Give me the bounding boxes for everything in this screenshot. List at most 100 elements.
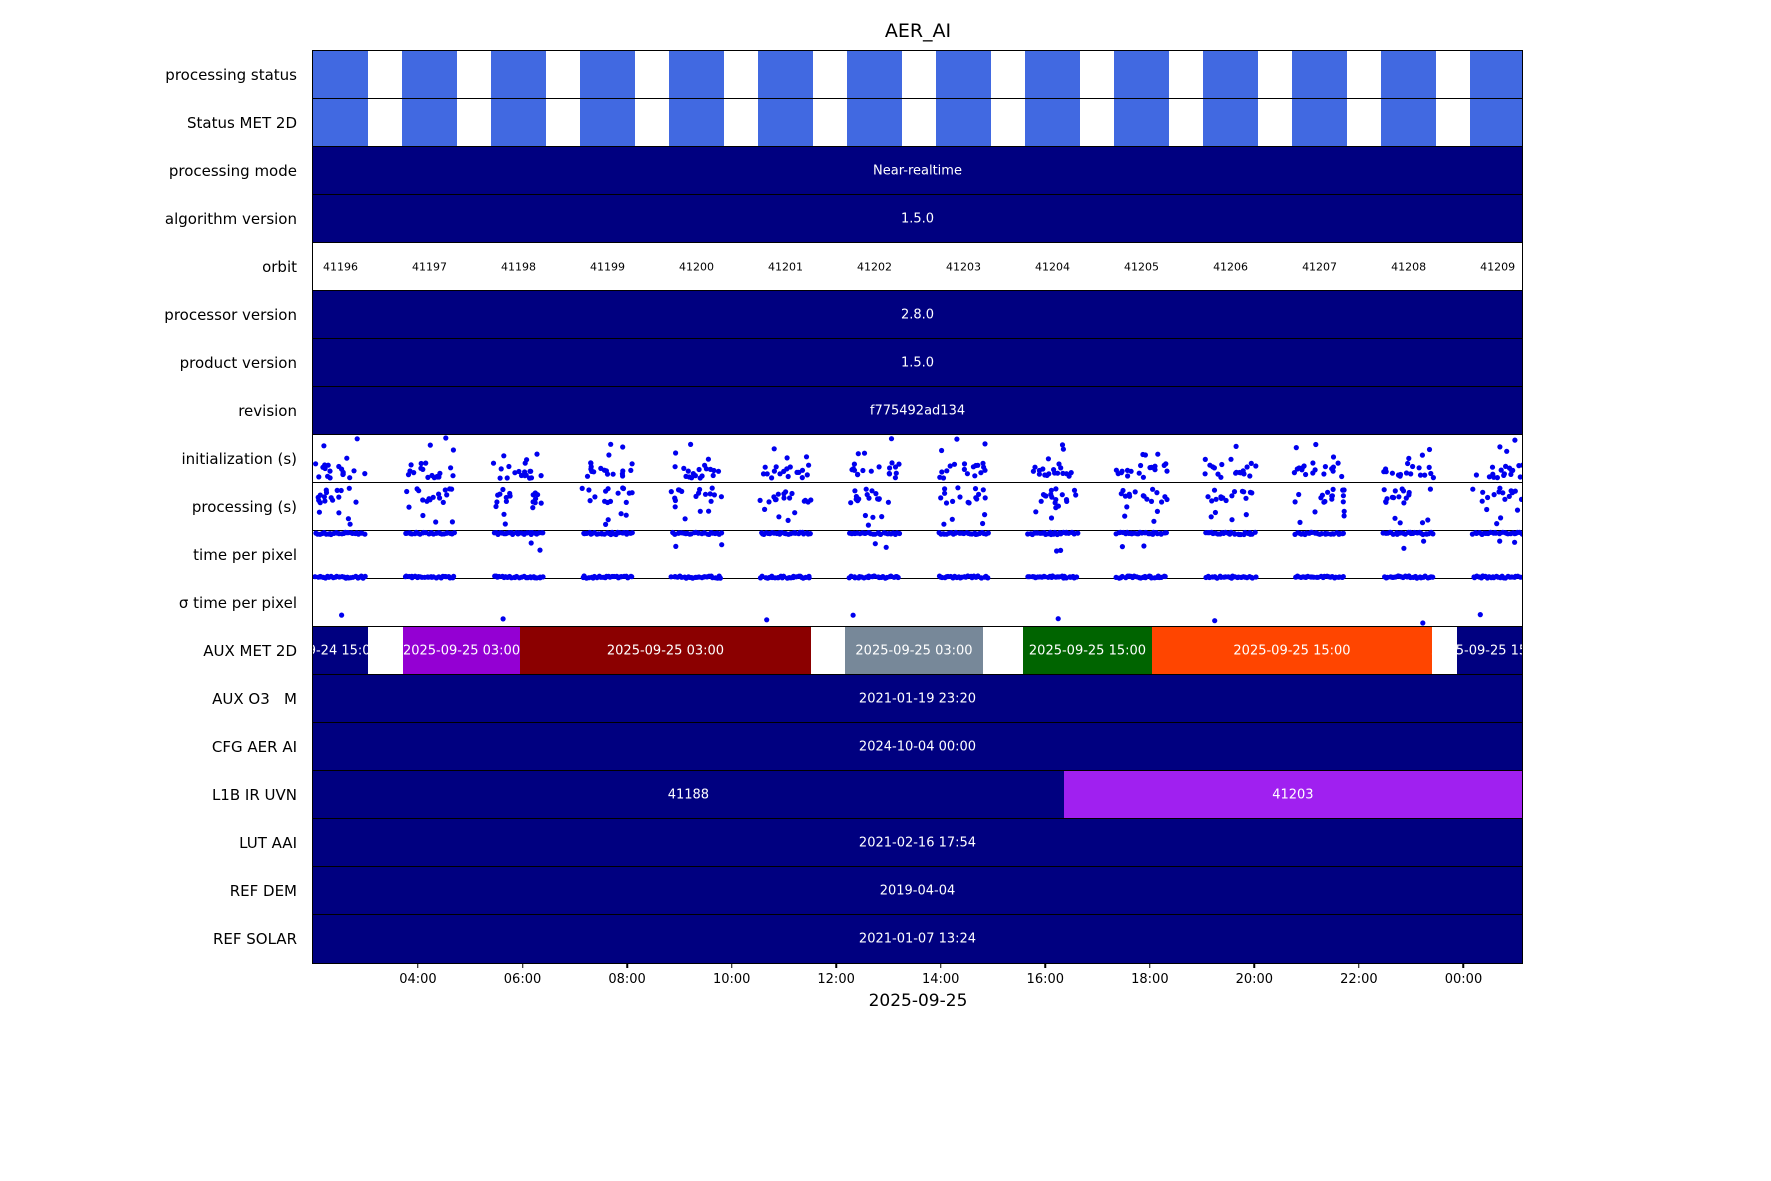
x-axis-label: 2025-09-25	[868, 991, 968, 1011]
row-label-processing-s: processing (s)	[191, 498, 297, 516]
row-label-revision: revision	[238, 402, 297, 420]
orbit-number: 41197	[412, 260, 447, 273]
orbit-number: 41199	[590, 260, 626, 273]
x-tick-label: 10:00	[712, 972, 751, 987]
segment-value: 2025-09-25 03:00	[855, 643, 973, 658]
row-processing-s	[313, 483, 1522, 531]
row-label-orbit: orbit	[262, 258, 297, 276]
bar-value: 2.8.0	[900, 307, 935, 322]
bar-value: 2019-04-04	[879, 883, 956, 898]
segment-value: 41203	[1272, 787, 1314, 802]
status-stripe	[313, 99, 368, 146]
segment-value: 2025-09-25 03:00	[402, 643, 521, 658]
orbit-number: 41205	[1124, 260, 1160, 273]
row-label-product-version: product version	[179, 354, 297, 372]
status-stripe	[580, 99, 636, 146]
x-tick-mark	[730, 963, 733, 968]
segment-value: 2025-09-25 15:00	[1028, 643, 1147, 658]
status-stripe	[313, 51, 368, 98]
bar-value: 2024-10-04 00:00	[858, 739, 977, 754]
x-tick-label: 12:00	[817, 972, 855, 987]
orbit-number: 41198	[501, 260, 537, 273]
status-stripe	[491, 51, 546, 98]
orbit-number: 41208	[1391, 260, 1427, 273]
plot-area: Near-realtime 1.5.0 41196 41197 41198 41199 41…	[312, 50, 1523, 964]
x-tick-mark	[1358, 963, 1360, 968]
status-stripe	[847, 51, 903, 98]
row-product-version: 1.5.0	[313, 339, 1522, 387]
status-stripe	[1025, 51, 1081, 98]
timeline-segment	[844, 627, 984, 674]
row-label-processor-version: processor version	[164, 306, 297, 324]
status-stripe	[936, 51, 992, 98]
orbit-number: 41209	[1480, 260, 1516, 273]
row-label-cfg-aer-ai: CFG AER AI	[211, 738, 297, 756]
status-stripe	[491, 99, 546, 146]
status-stripe	[1203, 51, 1259, 98]
status-stripe	[1292, 99, 1348, 146]
bar-value: f775492ad134	[869, 403, 966, 418]
status-stripe	[758, 51, 814, 98]
x-tick-label: 16:00	[1026, 972, 1065, 987]
row-labels: processing status Status MET 2D processing…	[0, 51, 305, 963]
status-stripe	[402, 99, 457, 146]
row-aux-o3-m: 2021-01-19 23:20	[313, 675, 1522, 723]
status-stripe	[669, 99, 725, 146]
status-stripe	[402, 51, 457, 98]
row-label-ref-dem: REF DEM	[229, 882, 297, 900]
row-processor-version: 2.8.0	[313, 291, 1522, 339]
status-stripe	[1470, 51, 1522, 98]
bar-value: 1.5.0	[900, 211, 935, 226]
row-label-initialization-s: initialization (s)	[181, 450, 297, 468]
bar-value: 1.5.0	[900, 355, 935, 370]
status-stripe	[1470, 99, 1522, 146]
bar-value: 2021-02-16 17:54	[858, 835, 977, 850]
row-ref-dem: 2019-04-04	[313, 867, 1522, 915]
orbit-number: 41202	[857, 260, 893, 273]
orbit-number: 41206	[1213, 260, 1249, 273]
orbit-number: 41203	[946, 260, 982, 273]
status-stripe	[580, 51, 636, 98]
row-processing-mode: Near-realtime	[313, 147, 1522, 195]
segment-value: 41188	[667, 787, 710, 802]
status-stripe	[1203, 99, 1259, 146]
row-time-per-pixel	[313, 531, 1522, 579]
row-l1b-ir-uvn: 41188 41203	[313, 771, 1522, 819]
timeline-segment	[1151, 627, 1433, 674]
x-tick-label: 18:00	[1131, 972, 1169, 987]
x-tick-mark	[939, 963, 942, 968]
row-label-lut-aai: LUT AAI	[239, 834, 297, 852]
status-stripe	[936, 99, 992, 146]
status-stripe	[1292, 51, 1348, 98]
row-cfg-aer-ai: 2024-10-04 00:00	[313, 723, 1522, 771]
timeline-segment	[403, 627, 520, 674]
row-label-aux-o3-m: AUX O3 M	[212, 690, 297, 708]
bar-value: Near-realtime	[873, 163, 962, 178]
row-label-status-met-2d: Status MET 2D	[186, 114, 297, 132]
status-stripe	[758, 99, 814, 146]
row-label-time-per-pixel: time per pixel	[193, 546, 297, 564]
status-stripe	[669, 51, 725, 98]
orbit-number: 41201	[768, 260, 804, 273]
status-stripe	[1114, 51, 1170, 98]
status-stripe	[1381, 51, 1437, 98]
orbit-number: 41207	[1302, 260, 1338, 273]
row-lut-aai: 2021-02-16 17:54	[313, 819, 1522, 867]
row-ref-solar: 2021-01-07 13:24	[313, 915, 1522, 963]
timeline-segment	[1023, 627, 1152, 674]
row-status-met-2d	[313, 99, 1522, 147]
x-tick-label: 22:00	[1340, 972, 1378, 987]
timeline-segment	[313, 771, 1064, 818]
bar-value: 2021-01-07 13:24	[858, 931, 977, 947]
segment-value: 2025-09-25 15:00	[1430, 643, 1522, 658]
x-tick-mark	[521, 963, 524, 968]
timeline-rows: Near-realtime 1.5.0 41196 41197 41198 41199 41…	[313, 51, 1522, 963]
x-tick-mark	[1044, 963, 1047, 968]
orbit-number: 41204	[1035, 260, 1071, 273]
orbit-number: 41196	[323, 260, 358, 273]
chart-title: AER_AI	[884, 20, 952, 42]
segment-value: 2025-09-25 15:00	[1233, 643, 1351, 658]
x-tick-mark	[835, 963, 837, 968]
row-orbit: 41196 41197 41198 41199 41200 41201 41202 41203…	[313, 243, 1522, 291]
